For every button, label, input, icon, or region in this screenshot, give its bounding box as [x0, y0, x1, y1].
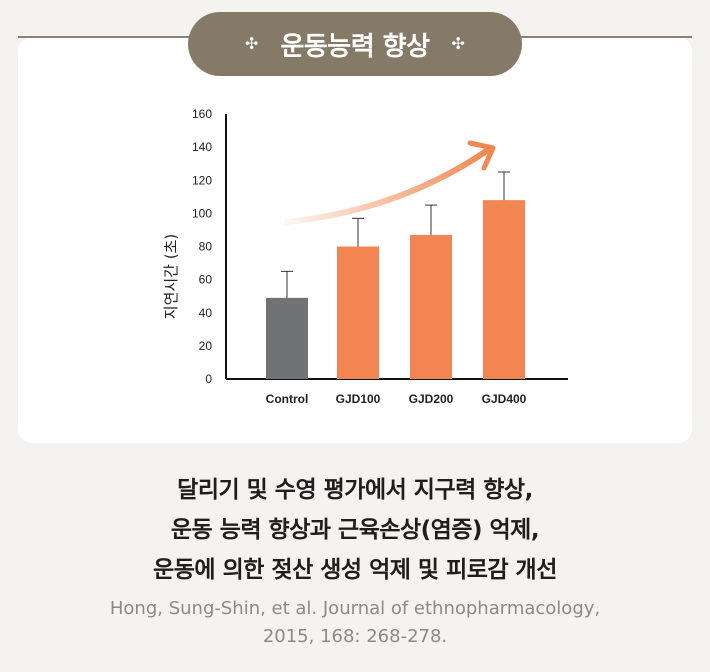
x-tick-label: GJD200	[409, 392, 454, 406]
x-tick-label: GJD400	[482, 392, 527, 406]
y-tick-label: 20	[199, 339, 213, 353]
x-tick-label: Control	[266, 392, 309, 406]
y-tick-label: 120	[192, 173, 212, 187]
caption-line-2: 운동 능력 향상과 근육손상(염증) 억제,	[170, 517, 540, 543]
reference-line-2: 2015, 168: 268-278.	[262, 626, 448, 647]
bar-chart: 0 20 40 60 80 100 120 140 160 지연시간 (초) Control GJD1…	[162, 107, 568, 406]
caption-line-1: 달리기 및 수영 평가에서 지구력 향상,	[177, 477, 533, 503]
x-tick-label: GJD100	[336, 392, 381, 406]
bar	[483, 200, 525, 379]
bar	[266, 297, 308, 379]
bar	[337, 246, 379, 379]
y-tick-label: 0	[205, 372, 212, 386]
sparkle-right-icon: ✣	[451, 34, 465, 53]
y-tick-label: 160	[192, 107, 212, 121]
caption-line-3: 운동에 의한 젖산 생성 억제 및 피로감 개선	[153, 557, 557, 583]
section-title: 운동능력 향상	[280, 31, 430, 62]
sparkle-left-icon: ✣	[245, 34, 259, 53]
y-tick-label: 140	[192, 140, 212, 154]
y-tick-label: 40	[199, 306, 213, 320]
reference-line-1: Hong, Sung-Shin, et al. Journal of ethno…	[109, 598, 601, 619]
trend-arrow	[284, 147, 491, 225]
y-tick-label: 80	[199, 240, 213, 254]
y-tick-label: 100	[192, 206, 212, 220]
y-tick-label: 60	[199, 273, 213, 287]
section-title-badge: ✣ 운동능력 향상 ✣	[188, 12, 522, 76]
bar	[410, 234, 452, 379]
trend-arrowhead-icon	[467, 140, 496, 171]
y-axis-label: 지연시간 (초)	[162, 234, 180, 319]
